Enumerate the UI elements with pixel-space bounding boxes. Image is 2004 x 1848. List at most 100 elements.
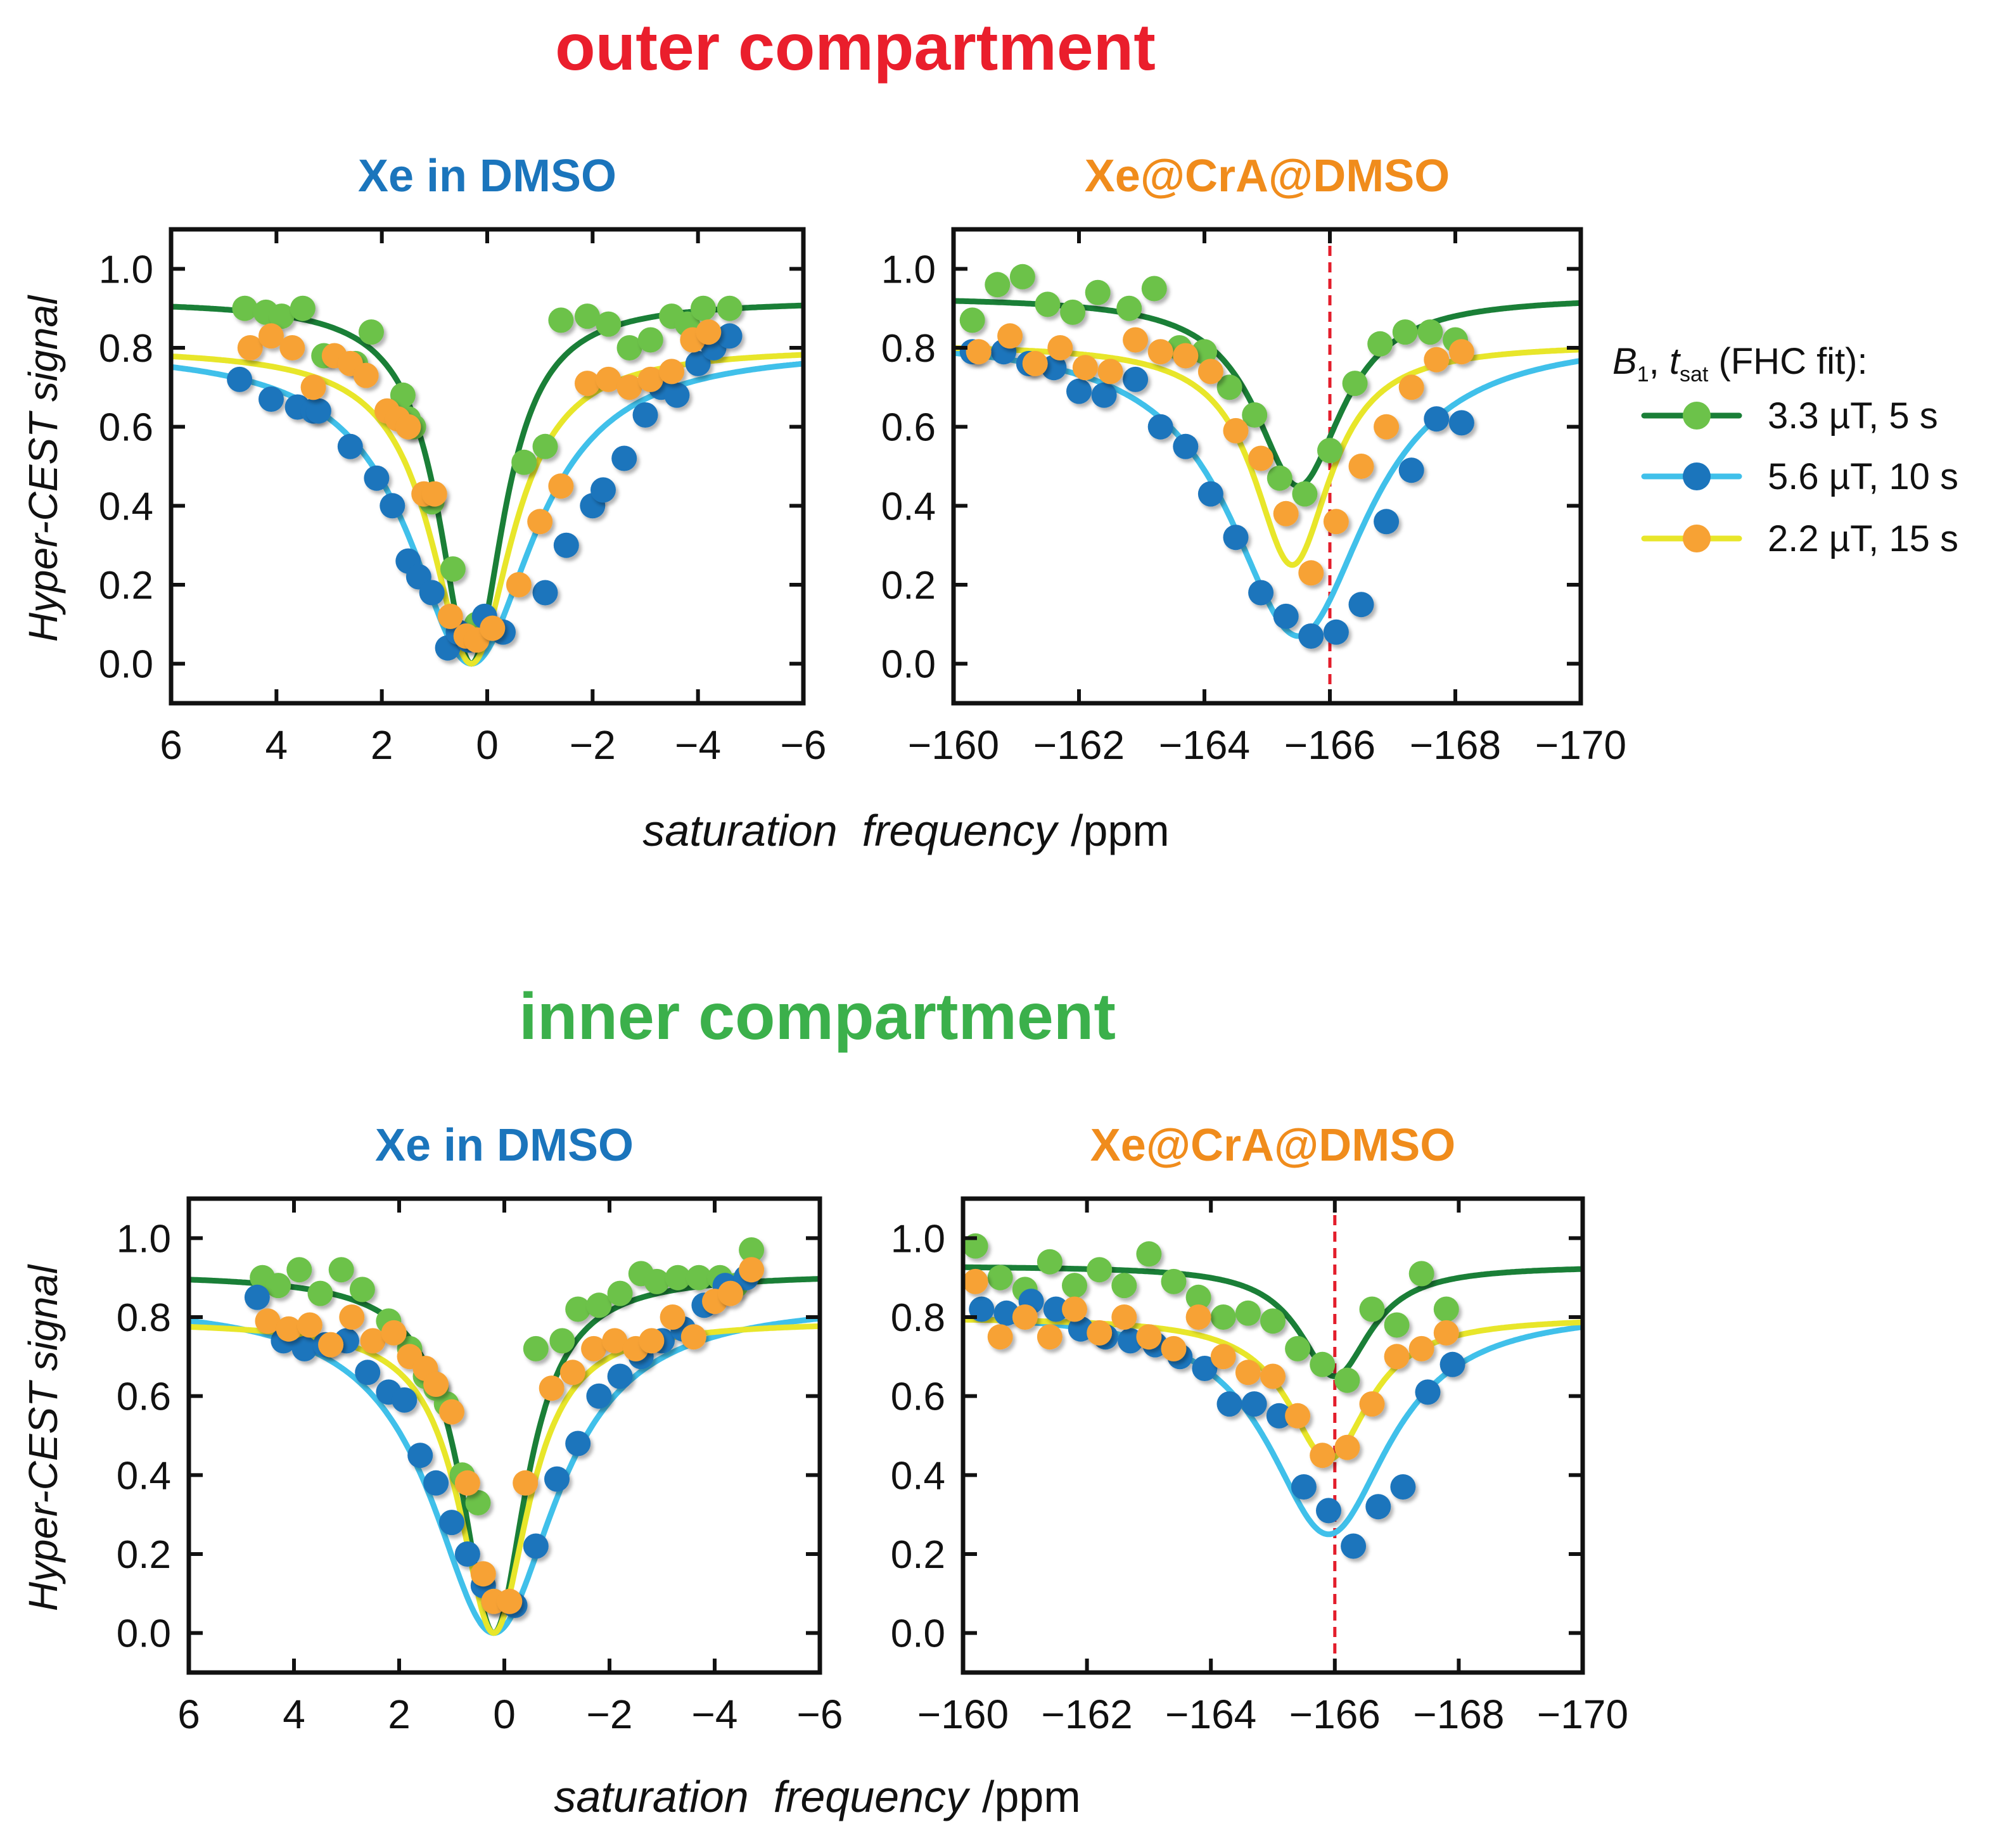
y-tick-label: 0.8 bbox=[881, 327, 936, 371]
data-point bbox=[1439, 1351, 1465, 1377]
outer-xlabel: saturation frequency/ppm bbox=[642, 806, 1169, 855]
data-point bbox=[1384, 1344, 1410, 1370]
data-point bbox=[565, 1296, 591, 1322]
legend-item-5.6uT: 5.6 µT, 10 s bbox=[1641, 456, 1958, 497]
data-point bbox=[987, 1265, 1013, 1290]
data-point bbox=[1123, 327, 1149, 353]
inner-xlabel: saturation frequency/ppm bbox=[554, 1772, 1080, 1821]
plot-area bbox=[963, 1199, 1583, 1673]
data-point bbox=[421, 481, 447, 507]
inner-ylabel: Hyper-CEST signal bbox=[20, 1264, 66, 1611]
data-point bbox=[269, 303, 295, 329]
data-point bbox=[1087, 1257, 1113, 1283]
x-tick-label: 2 bbox=[388, 1692, 411, 1737]
data-point bbox=[1047, 335, 1073, 360]
data-point bbox=[1433, 1296, 1459, 1322]
data-point bbox=[349, 1277, 375, 1303]
data-point bbox=[1323, 509, 1349, 535]
data-point bbox=[439, 1399, 464, 1425]
data-point bbox=[660, 1304, 686, 1330]
data-point bbox=[297, 1312, 322, 1338]
y-tick-label: 0.4 bbox=[99, 485, 153, 528]
data-point bbox=[1210, 1344, 1236, 1370]
data-point bbox=[506, 572, 532, 597]
data-point bbox=[1310, 1351, 1336, 1377]
data-point bbox=[1248, 445, 1274, 471]
data-point bbox=[575, 371, 600, 397]
data-point bbox=[1374, 509, 1400, 535]
data-point bbox=[1111, 1273, 1137, 1299]
plot-area bbox=[171, 295, 803, 667]
data-point bbox=[339, 1304, 365, 1330]
data-point bbox=[291, 1335, 317, 1361]
data-point bbox=[1062, 1273, 1087, 1299]
data-point bbox=[1173, 343, 1199, 369]
y-tick-label: 0.8 bbox=[117, 1296, 171, 1340]
data-point bbox=[390, 382, 416, 408]
data-point bbox=[1374, 414, 1400, 440]
x-tick-label: −162 bbox=[1042, 1692, 1133, 1737]
y-tick-label: 1.0 bbox=[881, 248, 936, 291]
fit-curve-3 bbox=[189, 1323, 820, 1636]
data-point bbox=[1317, 438, 1343, 464]
data-point bbox=[1111, 1304, 1137, 1330]
data-point bbox=[1216, 374, 1242, 400]
data-point bbox=[1062, 1296, 1087, 1322]
y-tick-label: 0.0 bbox=[117, 1612, 171, 1656]
data-point bbox=[1185, 1284, 1211, 1310]
data-point bbox=[987, 1324, 1013, 1350]
data-point bbox=[454, 1470, 480, 1496]
data-point bbox=[1384, 1312, 1410, 1338]
outer-section-title: outer compartment bbox=[555, 11, 1156, 84]
data-point bbox=[355, 1360, 381, 1386]
data-point bbox=[359, 319, 384, 345]
data-point bbox=[1310, 1443, 1336, 1469]
fit-curve-2 bbox=[189, 1315, 820, 1636]
data-point bbox=[1359, 1391, 1385, 1417]
legend-title-rest: (FHC fit): bbox=[1708, 341, 1867, 382]
data-point bbox=[1398, 374, 1424, 400]
data-point bbox=[395, 414, 421, 440]
data-point bbox=[639, 1328, 665, 1354]
y-tick-label: 0.0 bbox=[99, 643, 153, 687]
data-point bbox=[1390, 1474, 1416, 1500]
data-point bbox=[440, 556, 466, 582]
data-point bbox=[360, 1328, 386, 1354]
data-point bbox=[1136, 1241, 1162, 1267]
panel-title: Xe@CrA@DMSO bbox=[1085, 151, 1450, 201]
data-point bbox=[1285, 1335, 1311, 1361]
data-point bbox=[1433, 1320, 1459, 1346]
data-point bbox=[1273, 603, 1299, 629]
x-tick-label: −166 bbox=[1284, 722, 1375, 768]
data-point bbox=[523, 1533, 549, 1559]
data-point bbox=[548, 307, 574, 333]
y-tick-label: 0.2 bbox=[117, 1533, 171, 1577]
data-point bbox=[1398, 457, 1424, 483]
data-point bbox=[1348, 454, 1374, 479]
data-point bbox=[337, 433, 363, 459]
data-point bbox=[966, 339, 992, 365]
legend-title: B1, tsat (FHC fit): bbox=[1612, 341, 1868, 386]
data-point bbox=[659, 359, 685, 385]
data-point bbox=[364, 465, 390, 491]
data-point bbox=[523, 1335, 549, 1361]
data-point bbox=[1147, 339, 1173, 365]
data-point bbox=[616, 335, 642, 360]
data-point bbox=[480, 615, 506, 641]
data-point bbox=[532, 580, 558, 606]
legend-label-2.2uT: 2.2 µT, 15 s bbox=[1768, 518, 1958, 559]
data-point bbox=[717, 323, 743, 349]
data-point bbox=[586, 1383, 612, 1409]
data-point bbox=[696, 319, 722, 345]
data-point bbox=[665, 1265, 691, 1290]
data-point bbox=[1348, 592, 1374, 618]
x-tick-label: −164 bbox=[1159, 722, 1250, 768]
data-point bbox=[279, 335, 305, 360]
data-point bbox=[1292, 481, 1318, 507]
plot-area bbox=[954, 229, 1581, 703]
x-tick-label: −160 bbox=[908, 722, 999, 768]
x-tick-label: 2 bbox=[371, 722, 393, 768]
data-point bbox=[644, 1268, 670, 1294]
data-point bbox=[1060, 299, 1086, 325]
